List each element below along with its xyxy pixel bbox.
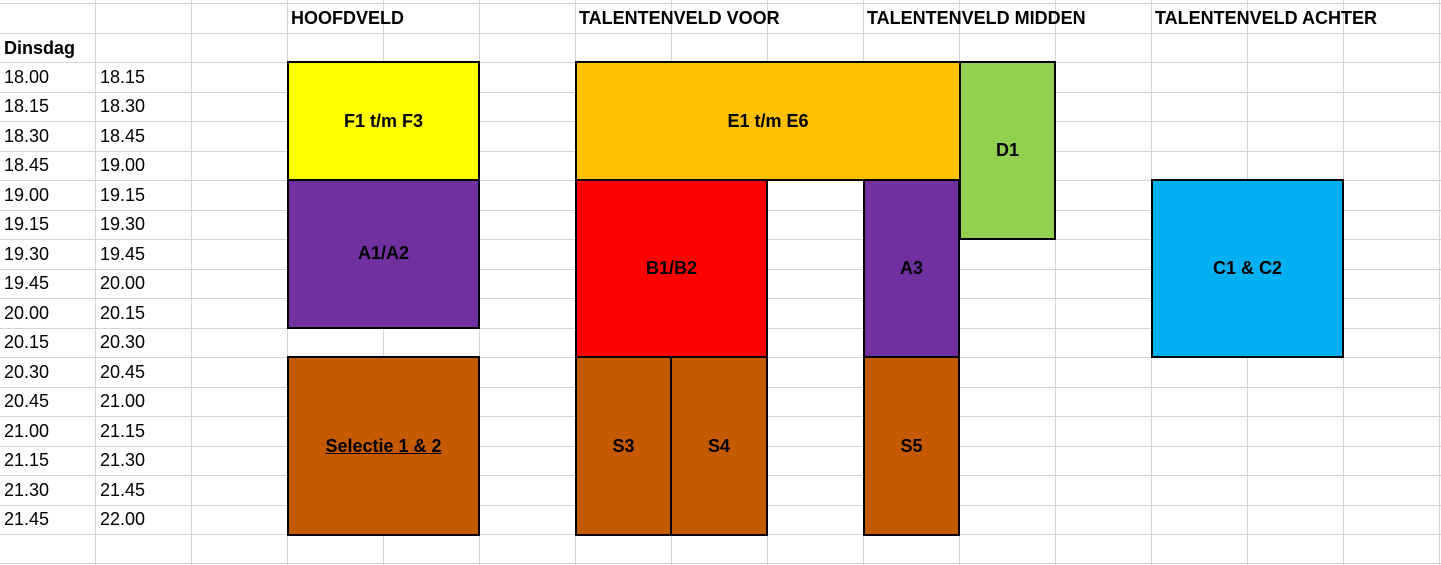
- block-s4[interactable]: S4: [670, 356, 768, 536]
- start-time-cell: 20.30: [4, 362, 50, 382]
- start-time-cell: 21.15: [4, 450, 50, 470]
- start-time-cell: 18.30: [4, 126, 50, 146]
- end-time-cell: 18.30: [100, 96, 146, 116]
- end-time-cell: 19.00: [100, 155, 146, 175]
- start-time-cell: 20.45: [4, 391, 50, 411]
- start-time-cell: 19.30: [4, 244, 50, 264]
- end-time-cell: 20.45: [100, 362, 146, 382]
- gridline: [0, 563, 1441, 564]
- block-a3[interactable]: A3: [863, 179, 960, 358]
- gridline: [1439, 0, 1440, 565]
- block-s3[interactable]: S3: [575, 356, 672, 536]
- block-c1-c2[interactable]: C1 & C2: [1151, 179, 1344, 358]
- block-selectie[interactable]: Selectie 1 & 2: [287, 356, 480, 536]
- end-time-cell: 19.45: [100, 244, 146, 264]
- day-label: Dinsdag: [4, 38, 76, 58]
- end-time-cell: 21.00: [100, 391, 146, 411]
- block-a1-a2[interactable]: A1/A2: [287, 179, 480, 329]
- gridline: [0, 3, 1441, 4]
- end-time-cell: 21.15: [100, 421, 146, 441]
- start-time-cell: 20.15: [4, 332, 50, 352]
- start-time-cell: 19.45: [4, 273, 50, 293]
- gridline: [95, 0, 96, 565]
- start-time-cell: 20.00: [4, 303, 50, 323]
- start-time-cell: 19.00: [4, 185, 50, 205]
- end-time-cell: 19.15: [100, 185, 146, 205]
- start-time-cell: 18.00: [4, 67, 50, 87]
- start-time-cell: 21.30: [4, 480, 50, 500]
- end-time-cell: 20.15: [100, 303, 146, 323]
- block-s5[interactable]: S5: [863, 356, 960, 536]
- header-hoofdveld: HOOFDVELD: [291, 8, 405, 28]
- end-time-cell: 18.15: [100, 67, 146, 87]
- end-time-cell: 19.30: [100, 214, 146, 234]
- start-time-cell: 21.45: [4, 509, 50, 529]
- end-time-cell: 18.45: [100, 126, 146, 146]
- end-time-cell: 22.00: [100, 509, 146, 529]
- header-talentenveld-midden: TALENTENVELD MIDDEN: [867, 8, 1086, 28]
- start-time-cell: 21.00: [4, 421, 50, 441]
- block-f1-f3[interactable]: F1 t/m F3: [287, 61, 480, 181]
- block-b1-b2[interactable]: B1/B2: [575, 179, 768, 358]
- gridline: [191, 0, 192, 565]
- end-time-cell: 21.30: [100, 450, 146, 470]
- block-d1[interactable]: D1: [959, 61, 1056, 240]
- start-time-cell: 18.15: [4, 96, 50, 116]
- end-time-cell: 20.00: [100, 273, 146, 293]
- block-e1-e6[interactable]: E1 t/m E6: [575, 61, 961, 181]
- header-talentenveld-voor: TALENTENVELD VOOR: [579, 8, 780, 28]
- end-time-cell: 20.30: [100, 332, 146, 352]
- end-time-cell: 21.45: [100, 480, 146, 500]
- start-time-cell: 19.15: [4, 214, 50, 234]
- gridline: [1055, 0, 1056, 565]
- header-talentenveld-achter: TALENTENVELD ACHTER: [1155, 8, 1377, 28]
- gridline: [0, 33, 1441, 34]
- start-time-cell: 18.45: [4, 155, 50, 175]
